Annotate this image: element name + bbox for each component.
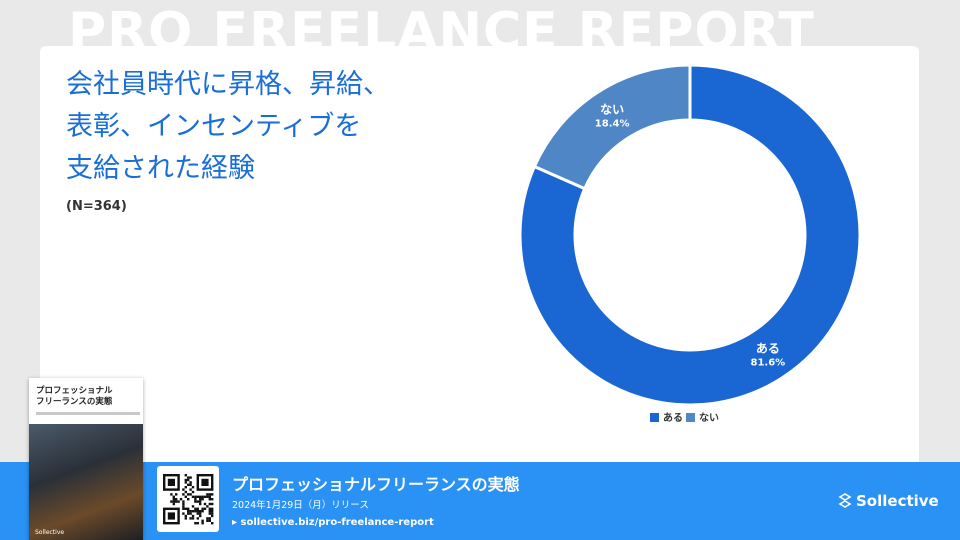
- report-cover-brand: Sollective: [35, 529, 65, 536]
- legend-swatch-2: [686, 413, 695, 422]
- slice-category-label-2: ない: [600, 103, 624, 117]
- sollective-logo-icon: [838, 493, 852, 508]
- slice-value-label-1: 81.6%: [751, 357, 786, 368]
- report-cover-thumbnail: プロフェッショナル フリーランスの実態 Sollective: [29, 378, 143, 540]
- report-cover-photo: Sollective: [29, 424, 143, 540]
- report-cover-title: プロフェッショナル フリーランスの実態: [36, 386, 140, 408]
- qr-code[interactable]: [157, 466, 219, 532]
- chart-title-line-2: 表彰、インセンティブを: [66, 111, 362, 142]
- chart-title: 会社員時代に昇格、昇給、 表彰、インセンティブを 支給された経験: [66, 64, 486, 190]
- donut-slice-1: [518, 63, 862, 407]
- report-cover-title-line-1: プロフェッショナル: [36, 386, 113, 396]
- footer-title: プロフェッショナルフリーランスの実態: [232, 475, 520, 494]
- footer-url-link[interactable]: ▸ sollective.biz/pro-freelance-report: [232, 517, 434, 528]
- report-cover-title-line-2: フリーランスの実態: [36, 397, 113, 407]
- sollective-logo[interactable]: Sollective: [838, 492, 939, 510]
- qr-code-icon: [163, 474, 214, 525]
- donut-slice-2: [532, 63, 692, 191]
- footer-release-date: 2024年1月29日（月）リリース: [232, 500, 369, 511]
- legend-label-2: ない: [699, 412, 719, 424]
- legend-swatch-1: [650, 413, 659, 422]
- sollective-logo-text: Sollective: [856, 492, 939, 510]
- chart-title-line-3: 支給された経験: [66, 153, 255, 184]
- slice-category-label-1: ある: [756, 341, 780, 355]
- slice-value-label-2: 18.4%: [595, 119, 630, 130]
- legend-label-1: ある: [663, 411, 683, 424]
- sample-size-label: (N=364): [66, 199, 127, 214]
- report-cover-subtitle-bar: [36, 412, 140, 415]
- chart-title-line-1: 会社員時代に昇格、昇給、: [66, 69, 390, 100]
